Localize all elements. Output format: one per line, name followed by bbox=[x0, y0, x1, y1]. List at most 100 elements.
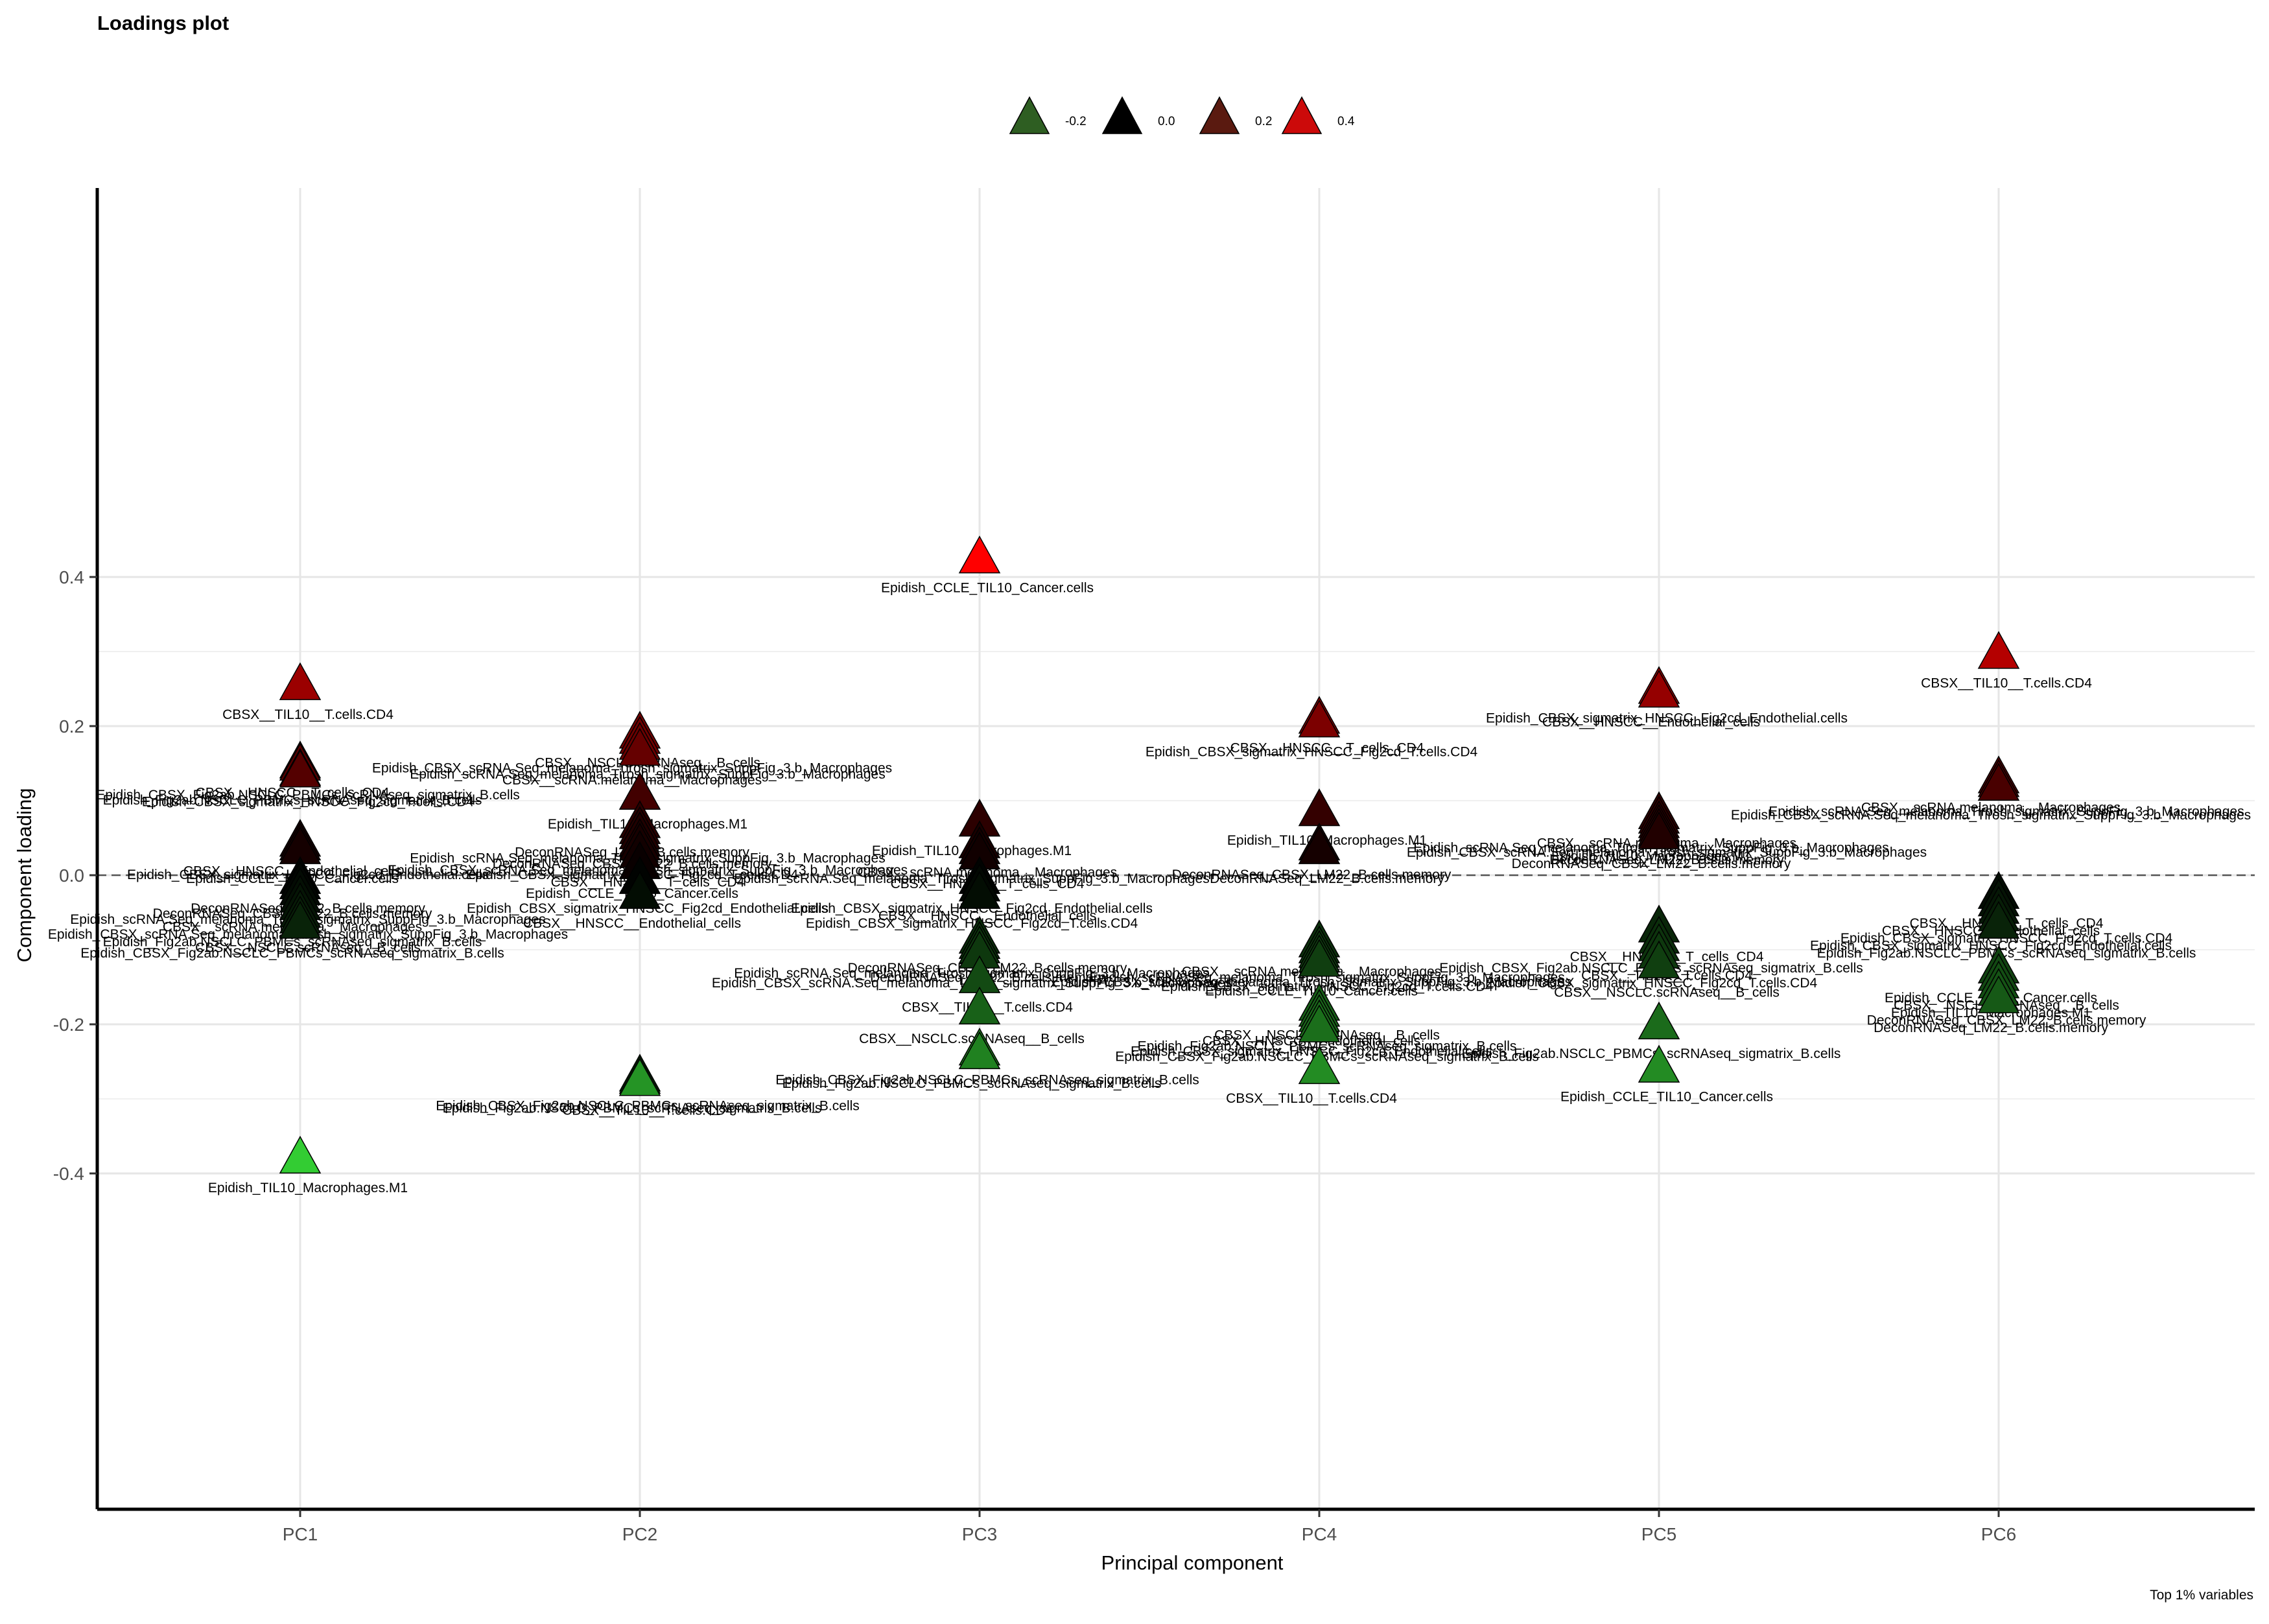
loading-point bbox=[279, 900, 322, 939]
loading-point bbox=[958, 535, 1001, 574]
loading-point bbox=[1298, 1046, 1341, 1085]
point-label: Epidish_Fig2ab.NSCLC_PBMCs_scRNAseq_sigm… bbox=[1138, 1039, 1517, 1054]
loading-point bbox=[1638, 940, 1680, 978]
point-label: Epidish_Fig2ab.NSCLC_PBMCs_scRNAseq_sigm… bbox=[443, 1101, 822, 1116]
loading-point bbox=[1298, 939, 1341, 977]
loading-point bbox=[1638, 1001, 1680, 1040]
loading-point bbox=[279, 1135, 322, 1174]
chart-title: Loadings plot bbox=[97, 12, 229, 34]
point-label: CBSX__TIL10__T.cells.CD4 bbox=[1226, 1091, 1397, 1106]
point-label: Epidish_CBSX_sigmatrix_HNSCC_Fig2cd_T.ce… bbox=[1161, 980, 1494, 994]
loading-point bbox=[1298, 788, 1341, 827]
loading-point bbox=[1638, 670, 1680, 708]
data-points bbox=[279, 535, 2020, 1174]
point-label: CBSX__HNSCC__T_cells_CD4 bbox=[196, 786, 390, 801]
x-axis-title: Principal component bbox=[1101, 1551, 1284, 1574]
y-tick-label: 0.4 bbox=[59, 567, 84, 587]
legend-swatch bbox=[1281, 96, 1323, 134]
legend-label: 0.4 bbox=[1337, 115, 1355, 128]
point-label: Epidish_scRNA.Seq_melanoma_Tirosh_sigmat… bbox=[410, 767, 885, 782]
point-label: DeconRNASeq_CBSX_LM22_B.cells.memory bbox=[1512, 856, 1791, 871]
point-label: CBSX__HNSCC__Endothelial_cells bbox=[523, 916, 741, 931]
x-tick-label: PC6 bbox=[1981, 1524, 2016, 1544]
point-label: Epidish_CBSX_scRNA.Seq_melanoma_Tirosh_s… bbox=[1731, 808, 2251, 823]
point-label: Epidish_CBSX_sigmatrix_HNSCC_Fig2cd_T.ce… bbox=[1146, 744, 1478, 759]
loading-point bbox=[958, 986, 1001, 1025]
legend-label: 0.2 bbox=[1255, 115, 1272, 128]
point-label: CBSX__NSCLC.scRNAseq__B_cells bbox=[195, 941, 421, 956]
y-tick-label: -0.2 bbox=[53, 1015, 84, 1035]
point-labels: CBSX__TIL10__T.cells.CD4 CBSX__HNSCC__T_c… bbox=[48, 580, 2251, 1195]
point-label: DeconRNASeq_LM22_B.cells.memory bbox=[1210, 871, 1444, 886]
point-label: Epidish_scRNA.Seq_melanoma_Tirosh_sigmat… bbox=[1089, 971, 1564, 985]
y-axis-title: Component loading bbox=[13, 788, 36, 963]
point-label: Epidish_CBSX_Fig2ab.NSCLC_PBMCs_scRNAseq… bbox=[80, 946, 504, 961]
y-tick-label: -0.4 bbox=[53, 1164, 84, 1184]
point-label: CBSX__NSCLC.scRNAseq__B_cells bbox=[859, 1031, 1085, 1046]
loading-point bbox=[958, 1031, 1001, 1070]
loading-point bbox=[279, 662, 322, 700]
point-label: Epidish_scRNA.Seq_melanoma_Tirosh_sigmat… bbox=[1769, 804, 2244, 819]
point-label: CBSX__scRNA.melanoma__Macrophages bbox=[502, 773, 762, 788]
point-label: Epidish_Fig2ab.NSCLC_PBMCs_scRNAseq_sigm… bbox=[782, 1076, 1162, 1091]
loading-point bbox=[1638, 1044, 1680, 1083]
x-tick-label: PC1 bbox=[283, 1524, 318, 1544]
loading-point bbox=[1298, 826, 1341, 864]
point-label: DeconRNASeq_LM22_B.cells.memory bbox=[1549, 853, 1784, 867]
point-label: DeconRNASeq_CBSX_LM22_B.cells.memory bbox=[1172, 867, 1452, 882]
loading-point bbox=[618, 1058, 661, 1096]
point-label: Epidish_CBSX_sigmatrix_HNSCC_Fig2cd_Endo… bbox=[1131, 1044, 1492, 1059]
point-label: Epidish_TIL10_Macrophages.M1 bbox=[1551, 849, 1751, 864]
point-label: Epidish_CBSX_sigmatrix_HNSCC_Fig2cd_T.ce… bbox=[1485, 976, 1818, 991]
loading-point bbox=[1298, 700, 1341, 738]
point-label: CBSX__HNSCC__Endothelial_cells bbox=[1542, 714, 1760, 729]
legend-swatch bbox=[1199, 96, 1240, 134]
axes bbox=[95, 188, 2255, 1511]
point-label: Epidish_CBSX_sigmatrix_HNSCC_Fig2cd_T.ce… bbox=[806, 916, 1138, 931]
loading-point bbox=[958, 871, 1001, 909]
point-label: Epidish_Fig2ab.NSCLC_PBMCs_scRNAseq_sigm… bbox=[103, 935, 482, 950]
point-label: CBSX__TIL10__T.cells.CD4 bbox=[562, 1103, 733, 1118]
loading-point bbox=[1977, 975, 2020, 1013]
loading-point bbox=[618, 727, 661, 766]
point-label: Epidish_CCLE_TIL10_Cancer.cells bbox=[1560, 1090, 1773, 1105]
loading-point bbox=[279, 749, 322, 788]
point-label: Epidish_CBSX_scRNA.Seq_melanoma_Tirosh_s… bbox=[1052, 975, 1571, 990]
point-label: CBSX__TIL10__T.cells.CD4 bbox=[222, 707, 394, 722]
point-label: Epidish_TIL10_Macrophages.M1 bbox=[208, 1181, 408, 1195]
caption: Top 1% variables bbox=[2150, 1588, 2253, 1603]
point-label: Epidish_CBSX_scRNA.Seq_melanoma_Tirosh_s… bbox=[372, 761, 892, 776]
point-label: CBSX__NSCLC.scRNAseq__B_cells bbox=[1554, 985, 1780, 1000]
y-tick-label: 0.0 bbox=[59, 865, 84, 886]
x-tick-label: PC4 bbox=[1302, 1524, 1337, 1544]
grid bbox=[97, 188, 2255, 1509]
point-label: Epidish_CBSX_Fig2ab.NSCLC_PBMCs_scRNAseq… bbox=[1115, 1050, 1539, 1065]
loading-point bbox=[618, 871, 661, 909]
point-label: Epidish_CCLE_TIL10_Cancer.cells bbox=[1205, 983, 1418, 998]
legend-swatch bbox=[1101, 96, 1143, 134]
point-label: CBSX__HNSCC__T_cells_CD4 bbox=[1230, 741, 1424, 756]
y-axis-ticks: -0.4 -0.2 0.0 0.2 0.4 bbox=[53, 567, 97, 1184]
x-tick-label: PC3 bbox=[962, 1524, 997, 1544]
loading-point bbox=[1298, 1004, 1341, 1042]
point-label: DeconRNASeq_CBSX_LM22_B.cells.memory bbox=[1867, 1013, 2146, 1028]
point-label: CBSX__scRNA.melanoma__Macrophages bbox=[1861, 801, 2121, 816]
x-axis-ticks: PC1 PC2 PC3 PC4 PC5 PC6 bbox=[283, 1509, 2016, 1544]
point-label: Epidish_CBSX_scRNA.Seq_melanoma_Tirosh_s… bbox=[1407, 845, 1927, 860]
point-label: Epidish_Fig2ab.NSCLC_PBMCs_scRNAseq_sigm… bbox=[1462, 1046, 1841, 1061]
point-label: Epidish_CBSX_sigmatrix_HNSCC_Fig2cd_Endo… bbox=[1486, 711, 1848, 726]
point-label: Epidish_CCLE_TIL10_Cancer.cells bbox=[881, 580, 1094, 595]
point-label: Epidish_Fig2ab.NSCLC_PBMCs_scRNAseq_sigm… bbox=[1817, 946, 2196, 961]
legend-label: 0.0 bbox=[1158, 115, 1175, 128]
point-label: Epidish_CBSX_Fig2ab.NSCLC_PBMCs_scRNAseq… bbox=[436, 1099, 860, 1114]
legend-label: -0.2 bbox=[1065, 115, 1087, 128]
point-label: DeconRNASeq_LM22_B.cells.memory bbox=[1874, 1020, 2108, 1035]
y-tick-label: 0.2 bbox=[59, 716, 84, 736]
loading-point bbox=[1977, 900, 2020, 939]
x-tick-label: PC2 bbox=[622, 1524, 657, 1544]
legend: -0.2 0.0 0.2 0.4 bbox=[1009, 96, 1355, 134]
point-label: CBSX__HNSCC__Endothelial_cells bbox=[878, 908, 1096, 923]
legend-swatch bbox=[1009, 96, 1050, 134]
